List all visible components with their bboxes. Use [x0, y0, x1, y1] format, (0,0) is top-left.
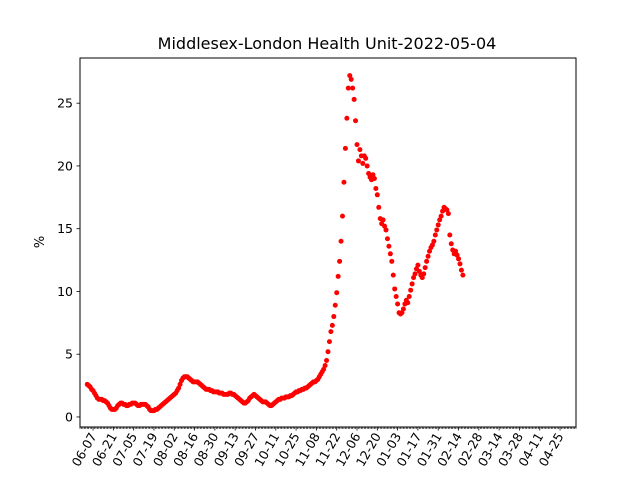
data-point: [334, 290, 340, 296]
data-point: [408, 287, 414, 293]
data-point: [350, 85, 356, 91]
data-point: [366, 170, 372, 176]
data-point: [373, 186, 379, 192]
data-point: [444, 207, 450, 213]
data-point: [453, 248, 459, 254]
data-point: [415, 262, 421, 268]
x-axis: 06-0706-2107-0507-1908-0208-1608-3009-13…: [68, 427, 577, 469]
data-point: [390, 272, 396, 278]
y-tick-label: 15: [57, 221, 73, 236]
data-point: [351, 96, 357, 102]
data-points: [84, 73, 466, 414]
data-point: [383, 227, 389, 233]
data-point: [386, 243, 392, 249]
data-point: [382, 223, 388, 229]
data-point: [380, 217, 386, 223]
data-point: [422, 265, 428, 271]
data-point: [406, 293, 412, 299]
data-point: [434, 227, 440, 233]
data-point: [457, 261, 463, 267]
data-point: [331, 314, 337, 320]
data-point: [326, 339, 332, 345]
data-point: [354, 142, 360, 148]
data-point: [376, 204, 382, 210]
data-point: [176, 385, 182, 391]
y-tick-label: 0: [65, 409, 73, 424]
data-point: [429, 242, 435, 248]
data-point: [345, 85, 351, 91]
data-point: [421, 271, 427, 277]
data-point: [370, 172, 376, 178]
data-point: [412, 271, 418, 277]
data-point: [435, 222, 441, 228]
data-point: [425, 253, 431, 259]
data-point: [355, 158, 361, 164]
data-point: [437, 217, 443, 223]
data-point: [357, 147, 363, 153]
data-point: [399, 310, 405, 316]
data-point: [392, 286, 398, 292]
data-point: [337, 258, 343, 264]
data-point: [409, 281, 415, 287]
y-tick-label: 10: [57, 284, 73, 299]
data-point: [341, 179, 347, 185]
data-point: [348, 76, 354, 82]
data-point: [347, 73, 353, 79]
data-point: [321, 366, 327, 372]
data-point: [360, 160, 366, 166]
data-point: [325, 349, 331, 355]
data-point: [405, 300, 411, 306]
data-point: [448, 241, 454, 247]
data-point: [363, 155, 369, 161]
data-point: [460, 272, 466, 278]
data-point: [344, 115, 350, 121]
data-point: [329, 322, 335, 328]
data-point: [400, 306, 406, 312]
data-point: [427, 248, 433, 254]
y-axis: 0 5 10 15 20 25: [57, 96, 80, 424]
data-point: [389, 258, 395, 264]
data-point: [424, 258, 430, 264]
plot-frame: [79, 57, 577, 428]
data-point: [445, 211, 451, 217]
data-point: [342, 145, 348, 151]
chart-title: Middlesex-London Health Unit-2022-05-04: [158, 34, 497, 53]
data-point: [338, 238, 344, 244]
data-point: [328, 329, 334, 335]
data-point: [371, 175, 377, 181]
data-point: [416, 268, 422, 274]
data-point: [364, 163, 370, 169]
data-point: [393, 293, 399, 299]
data-point: [324, 357, 330, 363]
data-point: [438, 213, 444, 219]
data-point: [177, 381, 183, 387]
data-point: [322, 363, 328, 368]
data-point: [374, 192, 380, 198]
data-point: [340, 213, 345, 219]
data-point: [335, 273, 341, 279]
data-point: [447, 232, 453, 238]
data-point: [332, 302, 338, 308]
data-point: [387, 251, 393, 257]
data-point: [454, 252, 460, 258]
y-tick-label: 20: [57, 158, 73, 173]
y-tick-label: 5: [65, 347, 73, 362]
data-point: [419, 275, 425, 281]
data-point: [432, 232, 438, 238]
data-point: [456, 256, 462, 262]
data-point: [431, 238, 437, 244]
data-point: [458, 267, 464, 273]
data-point: [411, 275, 417, 281]
data-point: [384, 236, 390, 242]
data-point: [353, 118, 359, 124]
y-axis-label: %: [33, 236, 48, 248]
y-tick-label: 25: [57, 96, 73, 111]
data-point: [395, 301, 401, 307]
